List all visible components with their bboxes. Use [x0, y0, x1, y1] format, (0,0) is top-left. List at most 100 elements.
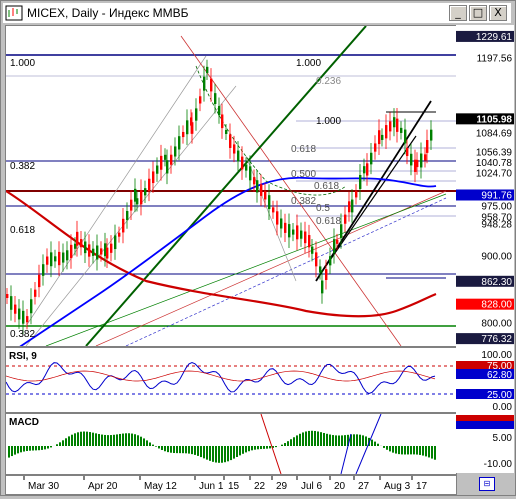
price-label: 948.28: [481, 219, 512, 230]
trend-line-green-thin: [46, 194, 446, 346]
x-axis-label: 17: [416, 481, 428, 492]
macd-bar: [107, 435, 109, 446]
macd-bar: [125, 433, 127, 446]
macd-chart: MACD: [6, 414, 456, 474]
rsi-scale-label: 25.00: [487, 390, 512, 401]
macd-bar: [308, 431, 310, 446]
price-label: 800.00: [481, 318, 512, 329]
fib-fan-line: [246, 156, 296, 281]
candle-body: [22, 311, 24, 324]
candle-body: [26, 316, 28, 322]
candle-body: [363, 166, 365, 173]
macd-bar: [32, 446, 34, 451]
candle-body: [359, 175, 361, 189]
macd-bar: [182, 446, 184, 453]
title-bar[interactable]: MICEX, Daily - Индекс ММВБ _ □ X: [3, 3, 511, 23]
minimize-button[interactable]: _: [449, 5, 467, 21]
candle-body: [126, 211, 128, 220]
candle-body: [406, 148, 408, 156]
candle-body: [268, 195, 270, 209]
rsi-line: [6, 363, 435, 394]
price-label: 1105.98: [476, 114, 512, 125]
macd-bar: [212, 446, 214, 462]
candle-body: [195, 108, 197, 120]
candle-body: [80, 239, 82, 247]
macd-bar: [335, 435, 337, 446]
macd-bar: [200, 446, 202, 457]
macd-bar: [275, 446, 277, 447]
macd-bar: [11, 446, 13, 456]
candle-body: [296, 225, 298, 239]
candle-body: [351, 200, 353, 213]
candle-body: [178, 136, 180, 149]
macd-bar: [320, 432, 322, 446]
candle-body: [38, 275, 40, 287]
candle-body: [114, 235, 116, 249]
price-chart-panel[interactable]: 1.000 1.000 0.236 1.000 0.382 0.618 0.50…: [5, 25, 457, 347]
macd-bar: [431, 446, 433, 459]
macd-bar: [116, 434, 118, 446]
macd-bar: [359, 435, 361, 446]
macd-bar: [128, 433, 130, 446]
macd-bar: [170, 446, 172, 453]
candle-body: [260, 184, 262, 196]
macd-bar: [95, 433, 97, 446]
close-button[interactable]: X: [489, 5, 507, 21]
x-axis-label: May 12: [144, 481, 177, 492]
fib-label: 0.618: [10, 225, 35, 236]
macd-bar: [41, 446, 43, 450]
fib-label: 0.618: [316, 216, 341, 227]
candle-body: [304, 232, 306, 244]
candle-body: [160, 156, 162, 170]
candle-body: [122, 219, 124, 233]
candle-body: [96, 246, 98, 260]
x-axis-label: 27: [358, 481, 370, 492]
macd-bar: [371, 440, 373, 446]
macd-line-red: [261, 414, 281, 474]
candle-body: [46, 257, 48, 265]
x-axis-label: 29: [276, 481, 288, 492]
candle-body: [300, 231, 302, 239]
rsi-panel[interactable]: RSI, 9: [5, 347, 457, 413]
candle-body: [426, 140, 428, 153]
macd-bar: [176, 446, 178, 453]
candle-body: [329, 256, 331, 265]
price-label: 1197.56: [477, 53, 513, 64]
candle-body: [136, 198, 138, 204]
macd-bar: [158, 446, 160, 448]
macd-bar: [14, 446, 16, 455]
macd-bar: [377, 444, 379, 446]
macd-bar: [47, 446, 49, 449]
chart-shift-icon[interactable]: ⊟: [479, 477, 495, 491]
candle-body: [321, 281, 323, 294]
macd-bar: [317, 431, 319, 446]
macd-bar: [185, 446, 187, 453]
macd-bar: [263, 446, 265, 449]
maximize-button[interactable]: □: [469, 5, 487, 21]
candle-body: [225, 130, 227, 134]
macd-bar: [401, 446, 403, 454]
macd-bar: [407, 446, 409, 454]
macd-bar: [152, 445, 154, 446]
macd-bar: [419, 446, 421, 455]
macd-bar: [311, 431, 313, 446]
macd-bar: [83, 432, 85, 446]
candle-body: [336, 240, 338, 244]
candle-body: [333, 239, 335, 253]
macd-bar: [35, 446, 37, 450]
macd-bar: [230, 446, 232, 460]
macd-bar: [257, 446, 259, 449]
macd-bar: [341, 435, 343, 446]
candle-body: [88, 244, 90, 256]
fib-label: 1.000: [10, 58, 35, 69]
macd-bar: [392, 446, 394, 453]
macd-panel[interactable]: MACD: [5, 413, 457, 475]
macd-bar: [302, 432, 304, 446]
macd-bar: [410, 446, 412, 454]
macd-bar: [203, 446, 205, 458]
price-label: 776.32: [481, 334, 512, 345]
macd-bar: [434, 446, 436, 460]
candle-body: [218, 106, 220, 115]
macd-bar: [164, 446, 166, 451]
candle-body: [311, 247, 313, 254]
